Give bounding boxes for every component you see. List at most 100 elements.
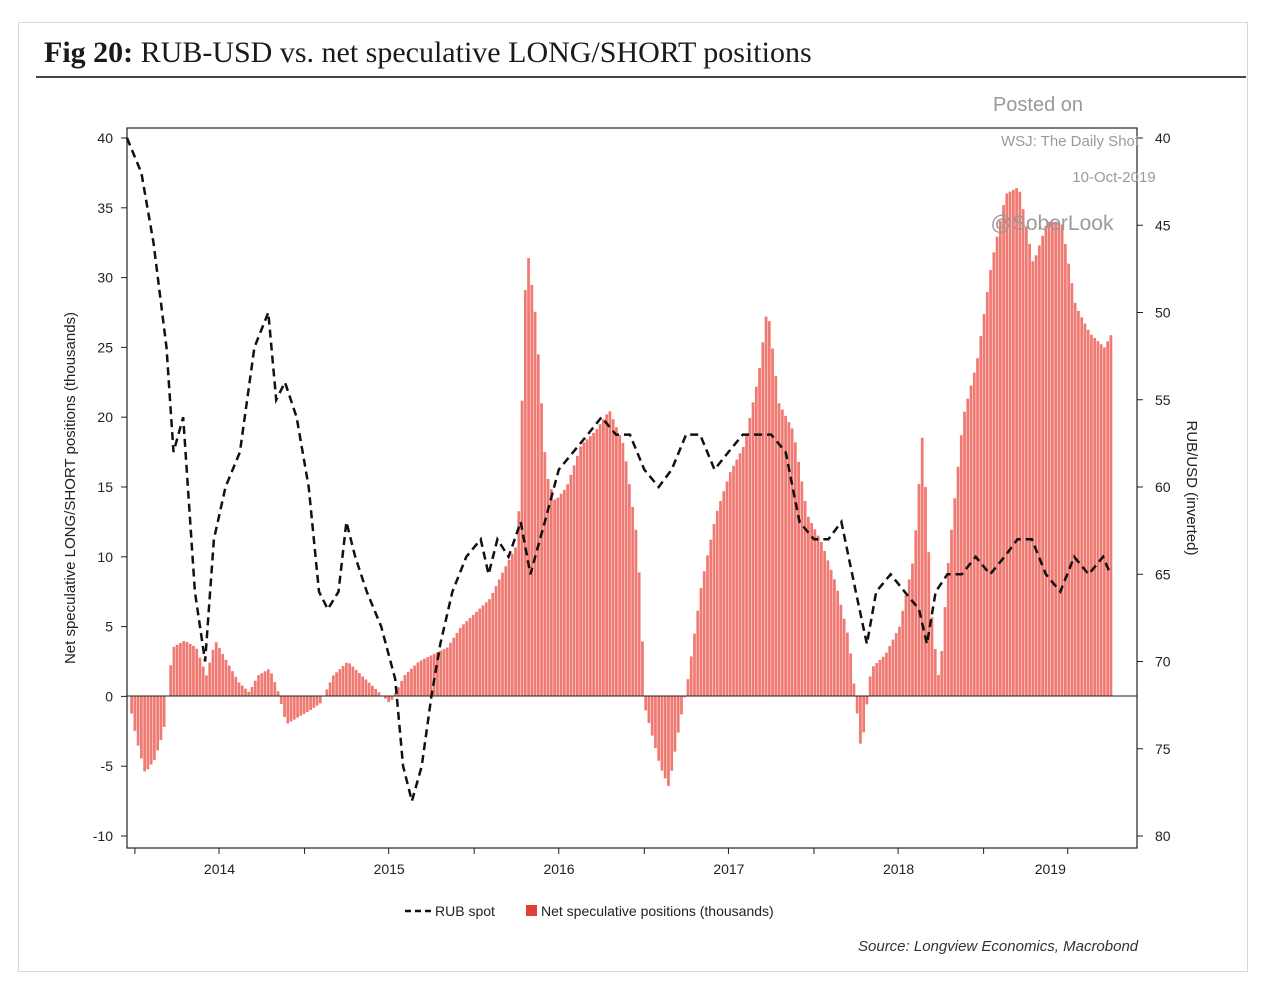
bar (523, 290, 527, 697)
bar (748, 418, 752, 697)
bar (686, 679, 690, 697)
bar (315, 696, 319, 706)
bar (1054, 221, 1057, 697)
bar (966, 398, 970, 697)
bar (995, 236, 999, 697)
x-tick-label: 2016 (543, 861, 574, 877)
bar (969, 385, 973, 697)
bar (1028, 243, 1031, 697)
bar (862, 696, 866, 733)
bar (780, 409, 784, 697)
bar (279, 696, 283, 705)
bar (273, 682, 277, 697)
bar (618, 434, 622, 697)
bar (907, 579, 911, 697)
bar (901, 610, 905, 697)
bar (608, 411, 612, 697)
bar (403, 675, 407, 697)
bar (683, 696, 687, 698)
bar (579, 446, 582, 697)
bar (972, 372, 976, 697)
bar (198, 657, 202, 697)
watermark-line4: @SoberLook (991, 212, 1114, 235)
bar (989, 269, 992, 697)
bar (998, 220, 1002, 697)
bar (458, 628, 462, 697)
x-tick-label: 2015 (374, 861, 405, 877)
bar (468, 618, 472, 697)
watermark-line1: Posted on (993, 94, 1083, 116)
bar (344, 662, 348, 697)
bar (377, 692, 381, 697)
bar (1034, 255, 1038, 697)
x-tick-label: 2019 (1035, 861, 1066, 877)
bar (842, 618, 846, 697)
bar (250, 686, 254, 697)
bar (185, 641, 189, 697)
bar (575, 455, 579, 697)
bar (940, 651, 944, 697)
bar (283, 696, 286, 717)
bar (182, 641, 186, 697)
bar (1037, 245, 1041, 697)
bar (159, 696, 163, 741)
bar (133, 696, 137, 731)
bar (240, 685, 244, 697)
left-tick-label: 20 (97, 409, 113, 425)
bar (917, 484, 921, 697)
bar (208, 662, 212, 697)
bar (891, 639, 895, 697)
bars-layer (130, 188, 1113, 787)
bar (514, 547, 517, 697)
bar (660, 696, 664, 771)
bar (673, 696, 677, 752)
bar (442, 649, 446, 697)
bar (504, 566, 508, 697)
bar (976, 358, 979, 697)
bar (1070, 283, 1074, 697)
bar (930, 617, 934, 697)
bar (312, 696, 316, 708)
bar (881, 656, 885, 697)
bar (728, 472, 732, 697)
left-tick-label: 10 (97, 549, 113, 565)
right-axis: 40 45 50 55 60 65 70 75 80 (1137, 130, 1171, 844)
bar (237, 682, 241, 697)
bar (390, 696, 394, 700)
legend: RUB spot Net speculative positions (thou… (405, 903, 774, 919)
bar (559, 493, 563, 697)
bar (836, 590, 840, 697)
left-axis: 40 35 30 25 20 15 10 5 0 -5 -10 (93, 130, 127, 844)
bar (556, 497, 560, 697)
bar (364, 679, 368, 697)
bar (348, 663, 351, 697)
bar (595, 429, 599, 697)
bar (429, 655, 433, 697)
right-tick-label: 55 (1155, 392, 1171, 408)
bar (387, 696, 391, 702)
bar (501, 572, 504, 697)
bar (634, 529, 638, 697)
bar (260, 673, 264, 697)
bar (286, 696, 290, 724)
left-tick-label: -5 (101, 758, 114, 774)
left-tick-label: 35 (97, 200, 113, 216)
bar (806, 516, 810, 697)
chart-title: Fig 20: RUB-USD vs. net speculative LONG… (44, 36, 812, 70)
bar (270, 673, 273, 697)
bar (1005, 193, 1009, 697)
bar (162, 696, 166, 727)
bar (351, 666, 355, 697)
bar (855, 696, 859, 714)
bar (859, 696, 862, 744)
bar (172, 646, 176, 697)
bar (292, 696, 296, 720)
bar (712, 523, 716, 697)
bar (829, 569, 833, 697)
bar (803, 500, 807, 697)
bar (865, 696, 869, 705)
bar (732, 465, 735, 697)
bar (416, 662, 420, 697)
bar (709, 539, 713, 697)
bar (1015, 188, 1018, 697)
